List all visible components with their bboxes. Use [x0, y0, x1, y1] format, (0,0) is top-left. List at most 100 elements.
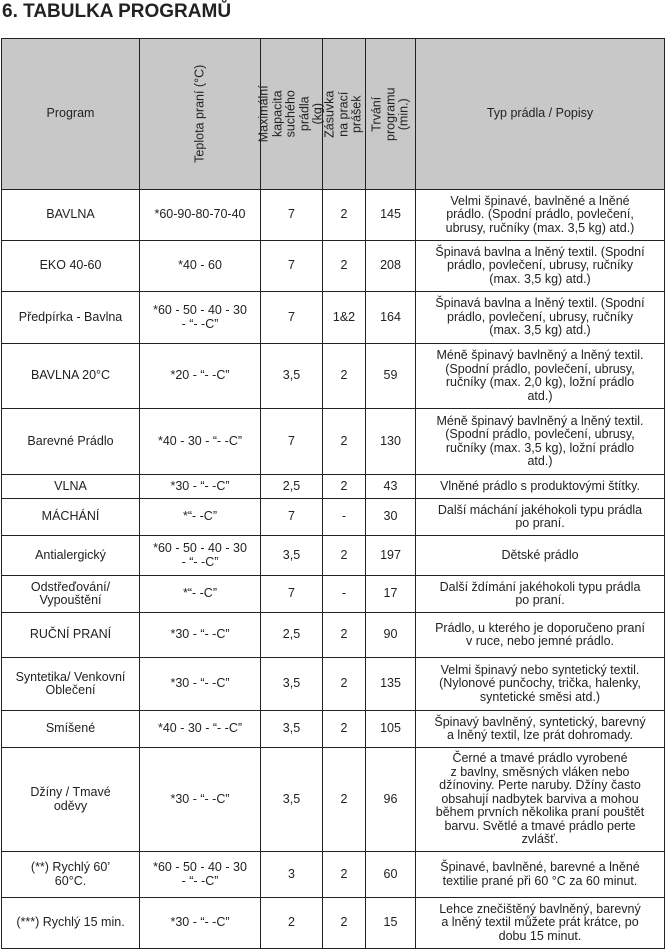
- cell-duration: 130: [365, 408, 416, 475]
- cell-program: Džíny / Tmavé oděvy: [1, 747, 140, 852]
- cell-program: (***) Rychlý 15 min.: [1, 897, 140, 949]
- cell-drawer: -: [322, 498, 366, 536]
- cell-temp: *20 - “- -C”: [139, 343, 261, 409]
- cell-desc: Špinavý bavlněný, syntetický, barevný a …: [415, 710, 665, 748]
- header-duration-label: Trvání programu (min.): [369, 87, 411, 141]
- cell-capacity: 7: [260, 575, 323, 613]
- cell-program: Předpírka - Bavlna: [1, 291, 140, 344]
- header-program: Program: [1, 38, 140, 190]
- header-capacity-label: Maximální kapacita suchého prádla (kg): [256, 85, 325, 143]
- cell-duration: 60: [365, 851, 416, 898]
- cell-desc: Další ždímání jakéhokoli typu prádla po …: [415, 575, 665, 613]
- cell-capacity: 3,5: [260, 710, 323, 748]
- header-temperature-label: Teplota praní (°C): [192, 64, 207, 164]
- header-duration: Trvání programu (min.): [365, 38, 416, 190]
- cell-drawer: 2: [322, 657, 366, 711]
- cell-drawer: 2: [322, 612, 366, 658]
- cell-drawer: 2: [322, 408, 366, 475]
- table-row: RUČNÍ PRANÍ *30 - “- -C” 2,5 2 90 Prádlo, u k…: [1, 612, 665, 658]
- cell-program: Odstřeďování/ Vypouštění: [1, 575, 140, 613]
- cell-program: (**) Rychlý 60’ 60°C.: [1, 851, 140, 898]
- cell-duration: 96: [365, 747, 416, 852]
- cell-drawer: 2: [322, 747, 366, 852]
- cell-drawer: 2: [322, 343, 366, 409]
- table-row: Předpírka - Bavlna *60 - 50 - 40 - 30 - “…: [1, 291, 665, 344]
- cell-temp: *40 - 60: [139, 240, 261, 292]
- table-row: BAVLNA 20°C *20 - “- -C” 3,5 2 59 Méně špinav…: [1, 343, 665, 409]
- cell-temp: *60 - 50 - 40 - 30 - “- -C”: [139, 291, 261, 344]
- cell-desc: Špinavá bavlna a lněný textil. (Spodní p…: [415, 240, 665, 292]
- cell-desc: Další máchání jakéhokoli typu prádla po …: [415, 498, 665, 536]
- cell-program: MÁCHÁNÍ: [1, 498, 140, 536]
- table-row: Odstřeďování/ Vypouštění *“- -C” 7-17 Další…: [1, 575, 665, 613]
- cell-temp: *60 - 50 - 40 - 30 - “- -C”: [139, 535, 261, 576]
- cell-duration: 145: [365, 189, 416, 241]
- cell-temp: *30 - “- -C”: [139, 897, 261, 949]
- cell-program: Antialergický: [1, 535, 140, 576]
- cell-temp: *60 - 50 - 40 - 30 - “- -C”: [139, 851, 261, 898]
- cell-desc: Méně špinavý bavlněný a lněný textil. (S…: [415, 343, 665, 409]
- cell-drawer: 2: [322, 535, 366, 576]
- table-row: MÁCHÁNÍ *“- -C” 7-30 Další máchání jakéhoko…: [1, 498, 665, 536]
- cell-desc: Velmi špinavé, bavlněné a lněné prádlo. …: [415, 189, 665, 241]
- table-row: Džíny / Tmavé oděvy *30 - “- -C” 3,5 2 96 Čer…: [1, 747, 665, 852]
- cell-desc: Špinavé, bavlněné, barevné a lněné texti…: [415, 851, 665, 898]
- cell-temp: *30 - “- -C”: [139, 657, 261, 711]
- cell-capacity: 3,5: [260, 343, 323, 409]
- cell-drawer: 2: [322, 710, 366, 748]
- header-drawer: Zásuvka na prací prášek: [322, 38, 366, 190]
- table-row: EKO 40-60 *40 - 60 7 2 208 Špinavá bavlna a l…: [1, 240, 665, 292]
- cell-drawer: 1&2: [322, 291, 366, 344]
- cell-temp: *“- -C”: [139, 575, 261, 613]
- cell-drawer: 2: [322, 474, 366, 499]
- table-row: (***) Rychlý 15 min. *30 - “- -C” 2 2 15 Lehc…: [1, 897, 665, 949]
- header-description: Typ prádla / Popisy: [415, 38, 665, 190]
- cell-drawer: 2: [322, 897, 366, 949]
- cell-desc: Špinavá bavlna a lněný textil. (Spodní p…: [415, 291, 665, 344]
- cell-desc: Velmi špinavý nebo syntetický textil. (N…: [415, 657, 665, 711]
- cell-desc: Černé a tmavé prádlo vyrobené z bavlny, …: [415, 747, 665, 852]
- cell-temp: *30 - “- -C”: [139, 612, 261, 658]
- cell-temp: *40 - 30 - “- -C”: [139, 408, 261, 475]
- cell-duration: 15: [365, 897, 416, 949]
- header-drawer-label: Zásuvka na prací prášek: [322, 90, 364, 138]
- table-row: Antialergický *60 - 50 - 40 - 30 - “- -C”…: [1, 535, 665, 576]
- cell-drawer: 2: [322, 240, 366, 292]
- cell-drawer: 2: [322, 851, 366, 898]
- table-row: Barevné Prádlo *40 - 30 - “- -C” 7 2 130 Méně…: [1, 408, 665, 475]
- cell-capacity: 2,5: [260, 612, 323, 658]
- table-row: Syntetika/ Venkovní Oblečení *30 - “- -C”…: [1, 657, 665, 711]
- cell-temp: *30 - “- -C”: [139, 474, 261, 499]
- cell-program: Syntetika/ Venkovní Oblečení: [1, 657, 140, 711]
- cell-desc: Lehce znečištěný bavlněný, barevný a lně…: [415, 897, 665, 949]
- cell-desc: Prádlo, u kterého je doporučeno praní v …: [415, 612, 665, 658]
- table-row: BAVLNA *60-90-80-70-40 7 2 145 Velmi špinavé,…: [1, 189, 665, 241]
- cell-capacity: 7: [260, 408, 323, 475]
- cell-program: BAVLNA: [1, 189, 140, 241]
- cell-temp: *60-90-80-70-40: [139, 189, 261, 241]
- cell-program: BAVLNA 20°C: [1, 343, 140, 409]
- cell-capacity: 3: [260, 851, 323, 898]
- cell-duration: 30: [365, 498, 416, 536]
- cell-desc: Méně špinavý bavlněný a lněný textil. (S…: [415, 408, 665, 475]
- cell-duration: 43: [365, 474, 416, 499]
- cell-capacity: 7: [260, 291, 323, 344]
- cell-program: Smíšené: [1, 710, 140, 748]
- cell-desc: Vlněné prádlo s produktovými štítky.: [415, 474, 665, 499]
- table-row: VLNA *30 - “- -C” 2,5 2 43 Vlněné prádlo s pr…: [1, 474, 665, 499]
- cell-temp: *40 - 30 - “- -C”: [139, 710, 261, 748]
- cell-capacity: 3,5: [260, 657, 323, 711]
- header-temperature: Teplota praní (°C): [139, 38, 261, 190]
- cell-capacity: 3,5: [260, 535, 323, 576]
- cell-duration: 17: [365, 575, 416, 613]
- cell-program: RUČNÍ PRANÍ: [1, 612, 140, 658]
- program-table: Program Teplota praní (°C) Maximální kap…: [1, 38, 665, 949]
- cell-program: EKO 40-60: [1, 240, 140, 292]
- page-title: 6. TABULKA PROGRAMŮ: [2, 1, 232, 22]
- cell-desc: Dětské prádlo: [415, 535, 665, 576]
- cell-duration: 208: [365, 240, 416, 292]
- table-row: (**) Rychlý 60’ 60°C. *60 - 50 - 40 - 30 …: [1, 851, 665, 898]
- table-row: Smíšené *40 - 30 - “- -C” 3,5 2 105 Špinavý b…: [1, 710, 665, 748]
- cell-duration: 135: [365, 657, 416, 711]
- header-capacity: Maximální kapacita suchého prádla (kg): [256, 38, 325, 190]
